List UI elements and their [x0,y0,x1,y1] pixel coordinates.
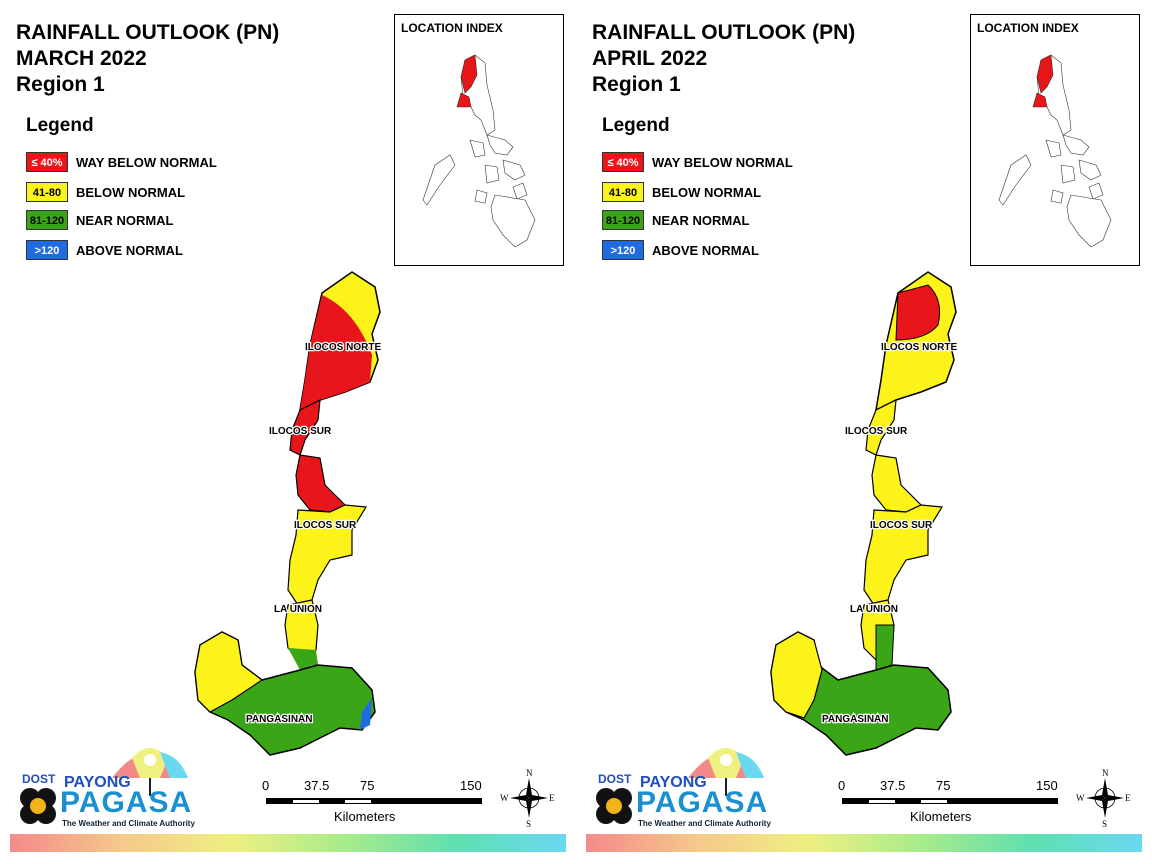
legend-swatch: 41-80 [26,182,68,202]
label-ilocos-sur-south: ILOCOS SUR [870,520,933,531]
scale-bar-graphic [842,798,1058,804]
title-region: Region 1 [16,73,105,96]
ilocos-norte-zone-way-below [300,295,372,410]
ilocos-sur-south-zone-below [871,454,923,513]
logo-payong: PAYONG [640,774,707,791]
svg-text:S: S [1102,819,1107,828]
logo-tagline: The Weather and Climate Authority [638,819,771,828]
logo-dost: DOST [598,772,632,786]
scale-tick-150: 150 [1036,778,1058,793]
label-la-union: LA UNION [850,604,898,615]
dost-seal-icon [596,788,632,824]
legend-swatch: >120 [602,240,644,260]
label-ilocos-sur-north: ILOCOS SUR [269,426,332,437]
legend-label: ABOVE NORMAL [76,243,183,258]
legend-swatch: ≤ 40% [26,152,68,172]
svg-text:W: W [500,793,509,803]
scale-tick-37: 37.5 [304,778,330,793]
ilocos-norte-zone-way-below [895,284,941,341]
ilocos-sur-la-union-zone-below [863,504,944,606]
philippines-index-map [998,54,1112,248]
location-index: LOCATION INDEX [970,14,1140,266]
location-index: LOCATION INDEX [394,14,564,266]
legend-swatch: 41-80 [602,182,644,202]
legend-label: ABOVE NORMAL [652,243,759,258]
legend-label: WAY BELOW NORMAL [652,155,793,170]
ilocos-sur-zone-way-below [289,398,321,456]
ilocos-sur-south-zone-way-below [295,454,347,513]
logo-payong: PAYONG [64,774,131,791]
svg-text:N: N [1102,768,1109,778]
svg-text:N: N [526,768,533,778]
scale-tick-75: 75 [936,778,951,793]
map-title: RAINFALL OUTLOOK (PN) MARCH 2022 Region … [16,20,279,98]
label-pangasinan: PANGASINAN [246,714,312,725]
payong-pagasa-logo: DOST PAYONG PAGASA The Weather and Clima… [590,738,775,834]
umbrella-icon [112,748,188,796]
scale-unit: Kilometers [334,809,396,824]
title-month: APRIL 2022 [592,47,708,70]
la-union-zone-near [288,648,318,670]
pangasinan-zone-below [770,631,823,719]
label-la-union: LA UNION [274,604,322,615]
label-pangasinan: PANGASINAN [822,714,888,725]
scale-tick-0: 0 [262,778,270,793]
ilocos-sur-la-union-zone-below [287,504,368,606]
legend-swatch: 81-120 [602,210,644,230]
bottom-color-strip [586,834,1142,852]
scale-unit: Kilometers [910,809,972,824]
legend-swatch: 81-120 [26,210,68,230]
panel-march: RAINFALL OUTLOOK (PN) MARCH 2022 Region … [10,14,566,852]
scale-tick-0: 0 [838,778,846,793]
label-ilocos-sur-north: ILOCOS SUR [845,426,908,437]
scale-tick-75: 75 [360,778,375,793]
logo-pagasa: PAGASA [60,786,193,819]
title-month: MARCH 2022 [16,47,147,70]
svg-text:E: E [549,793,555,803]
location-index-title: LOCATION INDEX [977,21,1079,35]
title-line-1: RAINFALL OUTLOOK (PN) [592,21,856,44]
region-map: ILOCOS NORTE ILOCOS SUR ILOCOS SUR LA UN… [194,271,383,756]
umbrella-icon [688,748,764,796]
title-line-1: RAINFALL OUTLOOK (PN) [16,21,280,44]
scale-tick-37: 37.5 [880,778,906,793]
legend-label: NEAR NORMAL [76,213,174,228]
pangasinan-zone-above [360,698,372,730]
compass-rose-icon: N S E W [1076,766,1134,829]
logo-pagasa: PAGASA [636,786,769,819]
legend-swatch: >120 [26,240,68,260]
region-map: ILOCOS NORTE ILOCOS SUR ILOCOS SUR LA UN… [770,271,959,756]
legend-title: Legend [26,115,94,136]
logo-tagline: The Weather and Climate Authority [62,819,195,828]
scale-tick-150: 150 [460,778,482,793]
legend-label: BELOW NORMAL [76,185,186,200]
scale-bar: 0 37.5 75 150 Kilometers [838,778,1068,828]
legend-label: NEAR NORMAL [652,213,750,228]
scale-bar: 0 37.5 75 150 Kilometers [262,778,492,828]
location-index-title: LOCATION INDEX [401,21,503,35]
map-title: RAINFALL OUTLOOK (PN) APRIL 2022 Region … [592,20,855,98]
panel-april: RAINFALL OUTLOOK (PN) APRIL 2022 Region … [576,0,1152,864]
label-ilocos-sur-south: ILOCOS SUR [294,520,357,531]
svg-text:W: W [1076,793,1085,803]
pangasinan-zone-below [194,631,264,713]
legend-swatch: ≤ 40% [602,152,644,172]
label-ilocos-norte: ILOCOS NORTE [305,342,381,353]
svg-text:S: S [526,819,531,828]
compass-rose-icon: N S E W [500,766,558,829]
ilocos-sur-zone-below [865,398,897,456]
legend-label: WAY BELOW NORMAL [76,155,217,170]
logo-dost: DOST [22,772,56,786]
philippines-index-map [422,54,536,248]
title-region: Region 1 [592,73,681,96]
bottom-color-strip [10,834,566,852]
label-ilocos-norte: ILOCOS NORTE [881,342,957,353]
scale-bar-graphic [266,798,482,804]
payong-pagasa-logo: DOST PAYONG PAGASA The Weather and Clima… [14,738,199,834]
dost-seal-icon [20,788,56,824]
legend-label: BELOW NORMAL [652,185,762,200]
svg-text:E: E [1125,793,1131,803]
la-union-zone-near [875,624,895,671]
legend-title: Legend [602,115,670,136]
